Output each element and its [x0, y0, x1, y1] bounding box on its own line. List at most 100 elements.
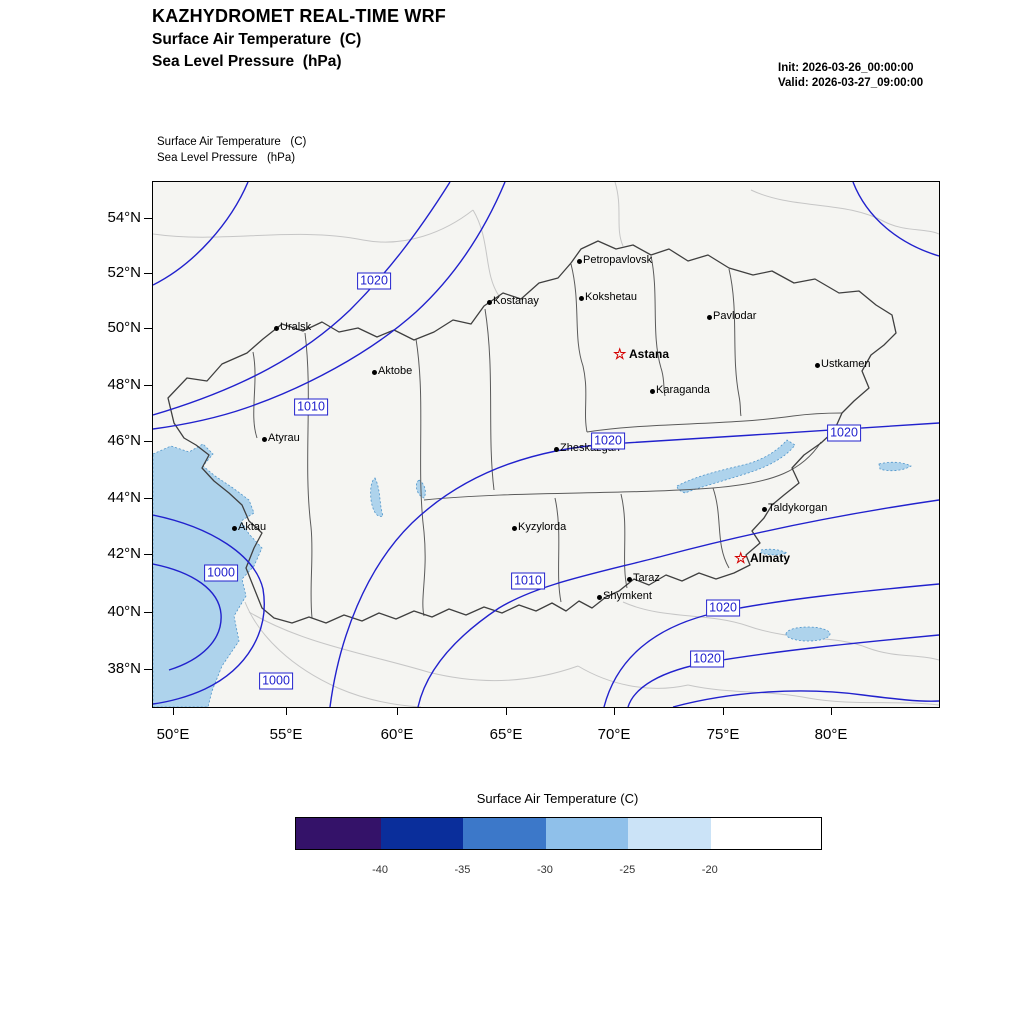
city-dot-icon [262, 437, 267, 442]
latitude-tick-mark [144, 218, 152, 219]
city-dot-icon [815, 363, 820, 368]
isobar-label: 1020 [706, 599, 740, 617]
longitude-tick-mark [723, 707, 724, 715]
latitude-tick-label: 50°N [107, 319, 141, 336]
lake-zaysan [878, 461, 912, 472]
city-label: Kyzylorda [518, 521, 567, 533]
lake-balkhash [676, 439, 796, 494]
city-label: Aktobe [378, 365, 413, 377]
city-dot-icon [274, 326, 279, 331]
isobar-label: 1010 [511, 572, 545, 590]
legend-tick-label: -30 [536, 864, 553, 876]
isobar-label: 1020 [357, 272, 391, 290]
city-label: Kokshetau [585, 291, 637, 303]
legend-tick-label: -20 [701, 864, 718, 876]
city-label: Petropavlovsk [583, 254, 653, 266]
latitude-tick-mark [144, 441, 152, 442]
lake-issyk-kul [785, 626, 831, 642]
oblast-borders [252, 255, 843, 619]
temperature-legend: Surface Air Temperature (C) -40 -35 -30 -25… [295, 791, 822, 880]
page-title: KAZHYDROMET REAL-TIME WRF [152, 6, 446, 26]
latitude-tick-label: 44°N [107, 489, 141, 506]
latitude-tick-label: 48°N [107, 376, 141, 393]
city-dot-icon [650, 389, 655, 394]
page-subtitle-temperature: Surface Air Temperature (C) [152, 31, 362, 48]
city-label: Taldykorgan [768, 502, 828, 514]
legend-title: Surface Air Temperature (C) [476, 791, 639, 806]
city-dot-icon [762, 507, 767, 512]
legend-color-segment [463, 818, 546, 849]
capital-star-icon: ☆ [734, 550, 748, 567]
longitude-tick-mark [831, 707, 832, 715]
legend-color-segment [710, 818, 821, 849]
latitude-tick-mark [144, 273, 152, 274]
city-label: Karaganda [656, 384, 710, 396]
isobar-label: 1020 [690, 650, 724, 668]
latitude-tick-mark [144, 328, 152, 329]
kazakhstan-border [167, 240, 897, 624]
city-label: Ustkamen [821, 358, 871, 370]
longitude-tick-label: 70°E [597, 726, 631, 743]
city-label: Taraz [633, 572, 660, 584]
city-label: Pavlodar [713, 310, 757, 322]
init-time-label: Init: 2026-03-26_00:00:00 [778, 62, 914, 74]
latitude-tick-label: 54°N [107, 209, 141, 226]
latitude-tick-label: 38°N [107, 660, 141, 677]
latitude-tick-label: 42°N [107, 545, 141, 562]
legend-color-segment [545, 818, 629, 849]
city-dot-icon [372, 370, 377, 375]
longitude-tick-mark [614, 707, 615, 715]
city-label: Atyrau [268, 432, 300, 444]
legend-tick-label: -35 [454, 864, 471, 876]
kapchagay-reservoir [760, 548, 789, 556]
longitude-tick-label: 60°E [380, 726, 414, 743]
isobar-label: 1020 [827, 424, 861, 442]
city-dot-icon [232, 526, 237, 531]
map-overlay-title-temperature: Surface Air Temperature (C) [157, 136, 307, 148]
model-time-block: Init: 2026-03-26_00:00:00 Valid: 2026-03… [778, 61, 923, 91]
legend-tick-labels: -40 -35 -30 -25 -20 [295, 864, 820, 880]
legend-color-segment [296, 818, 382, 849]
city-dot-icon [554, 447, 559, 452]
legend-tick-label: -25 [619, 864, 636, 876]
longitude-tick-label: 80°E [814, 726, 848, 743]
longitude-tick-mark [286, 707, 287, 715]
latitude-tick-mark [144, 554, 152, 555]
legend-color-segment [628, 818, 711, 849]
longitude-tick-mark [506, 707, 507, 715]
capital-star-icon: ☆ [613, 346, 627, 363]
map-overlay-titles: Surface Air Temperature (C) Sea Level Pr… [157, 134, 306, 166]
isobar-label: 1000 [204, 564, 238, 582]
latitude-tick-label: 46°N [107, 432, 141, 449]
valid-time-label: Valid: 2026-03-27_09:00:00 [778, 77, 924, 89]
legend-color-segment [381, 818, 464, 849]
city-label: Astana [629, 347, 670, 361]
latitude-tick-mark [144, 498, 152, 499]
city-dot-icon [597, 595, 602, 600]
isobar-label: 1000 [259, 672, 293, 690]
longitude-tick-label: 75°E [706, 726, 740, 743]
longitude-tick-label: 50°E [156, 726, 190, 743]
aral-sea-west [370, 477, 384, 517]
isobar-label: 1020 [591, 432, 625, 450]
latitude-tick-mark [144, 669, 152, 670]
longitude-tick-label: 65°E [489, 726, 523, 743]
city-dot-icon [707, 315, 712, 320]
latitude-tick-label: 52°N [107, 264, 141, 281]
city-label: Aktau [238, 521, 267, 533]
city-label: Almaty [750, 551, 791, 565]
longitude-tick-label: 55°E [269, 726, 303, 743]
latitude-tick-label: 40°N [107, 603, 141, 620]
legend-colorbar [295, 817, 822, 850]
city-dot-icon [579, 296, 584, 301]
title-block: KAZHYDROMET REAL-TIME WRF Surface Air Te… [152, 6, 446, 71]
latitude-tick-mark [144, 612, 152, 613]
longitude-tick-mark [173, 707, 174, 715]
city-label: Kostanay [493, 295, 539, 307]
longitude-tick-mark [397, 707, 398, 715]
legend-tick-label: -40 [372, 864, 388, 876]
city-label: Uralsk [280, 321, 312, 333]
weather-map: 54°N 52°N 50°N 48°N 46°N 44°N 42°N 40°N 38°N 50°E… [107, 181, 940, 743]
map-overlay-title-pressure: Sea Level Pressure (hPa) [157, 152, 296, 164]
